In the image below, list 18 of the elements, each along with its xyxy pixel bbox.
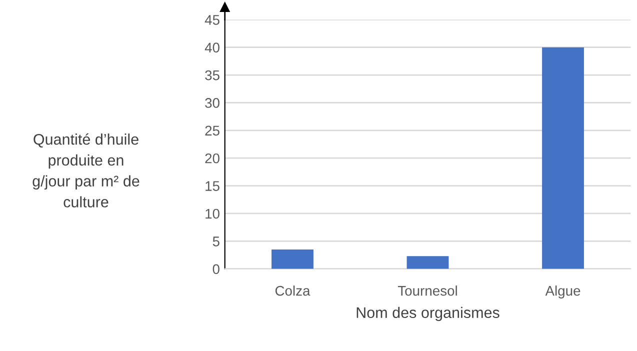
y-tick-label: 5 (212, 236, 220, 246)
y-tick-label: 35 (205, 70, 220, 80)
bar (272, 249, 314, 269)
y-tick-label: 40 (204, 42, 220, 53)
y-tick-label: 15 (206, 181, 220, 191)
x-axis-title: Nom des organismes (356, 306, 500, 322)
y-tick-label: 45 (204, 15, 220, 25)
x-tick-label: Algue (545, 286, 580, 298)
y-tick-label: 10 (206, 208, 220, 219)
x-tick-label: Colza (275, 286, 310, 296)
bar (406, 256, 449, 269)
bar (542, 47, 584, 269)
y-axis-title: Quantité d’huile produite en g/jour par m² de culture (32, 133, 140, 208)
y-tick-label: 20 (205, 153, 220, 164)
x-tick-label: Tournesol (398, 286, 457, 296)
y-tick-label: 0 (212, 264, 220, 274)
y-tick-label: 25 (205, 126, 220, 136)
y-tick-label: 30 (205, 98, 220, 108)
